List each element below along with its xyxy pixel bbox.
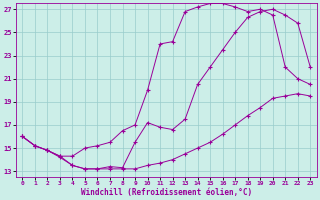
X-axis label: Windchill (Refroidissement éolien,°C): Windchill (Refroidissement éolien,°C): [81, 188, 252, 197]
